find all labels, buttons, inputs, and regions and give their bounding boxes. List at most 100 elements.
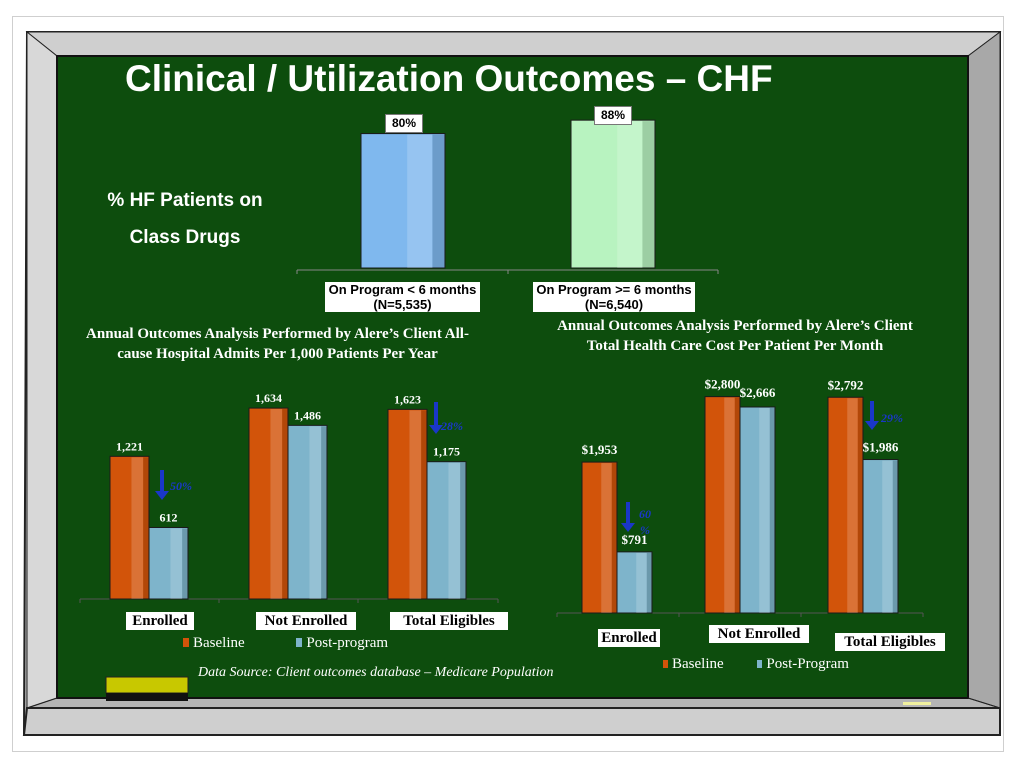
admits-bar-body	[387, 408, 428, 600]
health-care-cost-chart: $1,953 $2,800 $2,792 $791 $2,666 $1,986 60% 29%	[556, 377, 924, 617]
cost-caption-line1: Annual Outcomes Analysis Performed by Al…	[557, 318, 913, 334]
hf-bar	[570, 119, 656, 269]
admits-caption-line2: cause Hospital Admits Per 1,000 Patients…	[117, 346, 438, 362]
legend-swatch-baseline	[663, 660, 668, 668]
cost-bar-shine	[601, 463, 612, 613]
cost-bar	[616, 551, 653, 614]
cost-data-label: $791	[622, 532, 648, 547]
admits-chart-caption: Annual Outcomes Analysis Performed by Al…	[50, 324, 505, 364]
hf-bar-body	[360, 133, 446, 269]
cost-bar-shine	[847, 398, 858, 613]
cost-reduction-label: %	[640, 523, 650, 537]
hospital-admits-chart: 1,221 1,634 1,623 612 1,486 1,175 50% 28%	[79, 391, 499, 603]
cost-data-label: $2,666	[740, 385, 776, 400]
admits-arrow-icon-shaft	[434, 402, 438, 426]
cost-bar-shine	[724, 397, 735, 613]
admits-bar-body	[287, 424, 328, 600]
admits-data-label: 612	[160, 510, 178, 524]
cost-bar-shine	[636, 552, 647, 613]
cost-bar-body	[616, 551, 653, 614]
cost-arrow-icon-head	[865, 421, 879, 430]
admits-bar-shade	[421, 410, 427, 599]
admits-reduction-label: 28%	[440, 419, 463, 433]
hf-bar-shade	[642, 121, 655, 268]
cost-arrow-icon-shaft	[626, 502, 630, 524]
cost-bar-shade	[734, 397, 740, 613]
admits-bar-shade	[321, 426, 327, 599]
cost-category-label: Not Enrolled	[709, 625, 809, 643]
admits-data-label: 1,634	[255, 391, 282, 405]
cost-bar-body	[862, 459, 899, 614]
legend-label-post: Post-program	[306, 635, 389, 651]
cost-bar-shine	[759, 407, 770, 613]
legend-label-baseline: Baseline	[672, 656, 724, 672]
cost-bar-shade	[857, 398, 863, 613]
admits-category-label: Enrolled	[126, 612, 194, 630]
hf-bar	[360, 133, 446, 269]
hf-category-line: On Program < 6 months	[328, 282, 477, 297]
admits-category-label: Not Enrolled	[256, 612, 356, 630]
admits-bar	[109, 455, 150, 600]
admits-bar-shine	[448, 462, 461, 599]
hf-chart-label: % HF Patients on Class Drugs	[80, 182, 290, 256]
cost-data-label: $1,986	[863, 440, 899, 455]
admits-data-label: 1,175	[433, 445, 460, 459]
admits-bar	[387, 408, 428, 600]
admits-bar	[426, 461, 467, 600]
admits-bar-shine	[131, 457, 144, 599]
cost-data-label: $1,953	[582, 442, 618, 457]
cost-chart-caption: Annual Outcomes Analysis Performed by Al…	[525, 316, 945, 356]
cost-category-label: Enrolled	[598, 629, 660, 647]
cost-bar	[827, 396, 864, 614]
cost-bar	[581, 461, 618, 614]
admits-bar-body	[426, 461, 467, 600]
legend-label-post: Post-Program	[766, 656, 849, 672]
cost-bar-shade	[611, 463, 617, 613]
admits-bar-shine	[270, 409, 283, 599]
admits-category-label: Total Eligibles	[390, 612, 508, 630]
hf-value-label: 80%	[385, 114, 423, 133]
hf-category-label: On Program >= 6 months (N=6,540)	[533, 282, 695, 312]
admits-bar-shine	[309, 426, 322, 599]
admits-bar-shine	[409, 410, 422, 599]
hf-category-label: On Program < 6 months (N=5,535)	[325, 282, 480, 312]
hf-bar-shade	[432, 134, 445, 268]
cost-bar-body	[827, 396, 864, 614]
cost-bar	[862, 459, 899, 614]
admits-arrow-icon	[155, 470, 169, 500]
legend-label-baseline: Baseline	[193, 635, 245, 651]
admits-arrow-icon-shaft	[160, 470, 164, 492]
eraser-icon	[105, 676, 189, 701]
legend-swatch-post	[757, 660, 763, 668]
hf-bar-body	[570, 119, 656, 269]
admits-data-label: 1,486	[294, 408, 321, 422]
admits-arrow-icon-head	[429, 425, 443, 434]
cost-data-label: $2,800	[705, 377, 741, 392]
admits-bar-shade	[143, 457, 149, 599]
cost-bar-body	[704, 396, 741, 614]
admits-caption-line1: Annual Outcomes Analysis Performed by Al…	[86, 326, 469, 342]
legend-swatch-baseline	[183, 638, 189, 647]
hf-category-line: (N=6,540)	[584, 297, 644, 312]
hf-value-label: 88%	[594, 106, 632, 125]
cost-caption-line2: Total Health Care Cost Per Patient Per M…	[586, 338, 884, 354]
admits-bar-shade	[282, 409, 288, 599]
data-source-note: Data Source: Client outcomes database – …	[198, 665, 554, 680]
cost-reduction-label: 29%	[880, 411, 903, 425]
cost-bar-shade	[892, 460, 898, 613]
admits-data-label: 1,623	[394, 392, 421, 406]
admits-bar-body	[148, 526, 189, 600]
hf-bar-shine	[407, 134, 433, 268]
admits-bar	[287, 424, 328, 600]
admits-data-label: 1,221	[116, 439, 143, 453]
admits-legend: Baseline Post-program	[183, 635, 388, 652]
admits-bar-shine	[170, 528, 183, 599]
hf-category-line: On Program >= 6 months	[536, 282, 692, 297]
cost-bar-shine	[882, 460, 893, 613]
cost-data-label: $2,792	[828, 377, 864, 392]
cost-bar-body	[581, 461, 618, 614]
legend-swatch-post	[296, 638, 303, 647]
hf-category-line: (N=5,535)	[373, 297, 432, 312]
cost-bar-body	[739, 406, 776, 614]
admits-bar-shade	[460, 462, 466, 599]
